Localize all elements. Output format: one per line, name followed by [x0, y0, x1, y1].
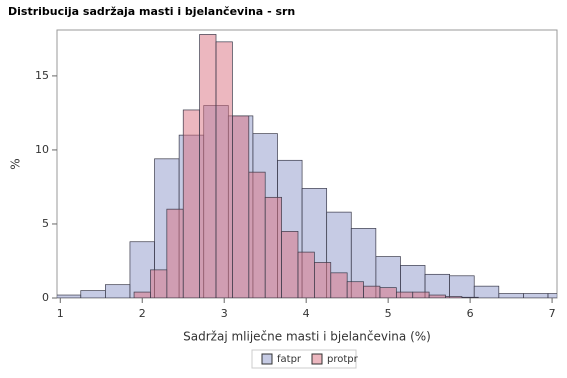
legend-swatch — [261, 353, 273, 365]
legend-label: protpr — [327, 354, 359, 365]
bar — [199, 34, 217, 298]
x-tick-label: 7 — [549, 307, 556, 320]
bar — [363, 285, 381, 298]
bar — [150, 269, 168, 298]
bar — [445, 296, 463, 298]
y-tick-label: 15 — [35, 69, 49, 82]
bar — [57, 294, 82, 298]
x-tick-label: 2 — [139, 307, 146, 320]
bar — [461, 296, 479, 298]
bar — [314, 262, 332, 298]
bar — [330, 272, 348, 298]
bar — [166, 208, 184, 298]
bar — [449, 275, 475, 298]
bar — [215, 41, 233, 298]
legend-label: fatpr — [277, 354, 302, 365]
x-tick-label: 6 — [467, 307, 474, 320]
x-tick-label: 1 — [57, 307, 64, 320]
x-tick-label: 4 — [303, 307, 310, 320]
bar — [105, 284, 131, 298]
bar — [498, 293, 524, 298]
x-tick-label: 3 — [221, 307, 228, 320]
bar — [133, 291, 151, 298]
bar — [395, 291, 414, 298]
bar — [412, 291, 430, 298]
y-tick-label: 5 — [42, 217, 49, 230]
bar — [346, 281, 364, 298]
bar — [248, 171, 266, 298]
y-tick-label: 0 — [42, 291, 49, 304]
bar — [428, 294, 446, 298]
y-tick-label: 10 — [35, 143, 49, 156]
legend-swatch — [311, 353, 323, 365]
x-tick-label: 5 — [385, 307, 392, 320]
bar — [232, 115, 250, 298]
bar — [182, 109, 200, 298]
bar — [80, 290, 106, 298]
y-axis-title: % — [9, 158, 23, 169]
bar — [379, 287, 397, 298]
bars — [57, 34, 557, 298]
bar — [264, 196, 282, 298]
bar — [547, 293, 557, 298]
bar — [523, 293, 549, 298]
bar — [281, 231, 299, 298]
bar — [297, 251, 315, 298]
bar — [473, 285, 500, 298]
chart-title: Distribucija sadržaja masti i bjelančevi… — [8, 5, 295, 18]
x-axis-title: Sadržaj mliječne masti i bjelančevina (%… — [183, 330, 431, 344]
legend-box — [251, 349, 357, 369]
